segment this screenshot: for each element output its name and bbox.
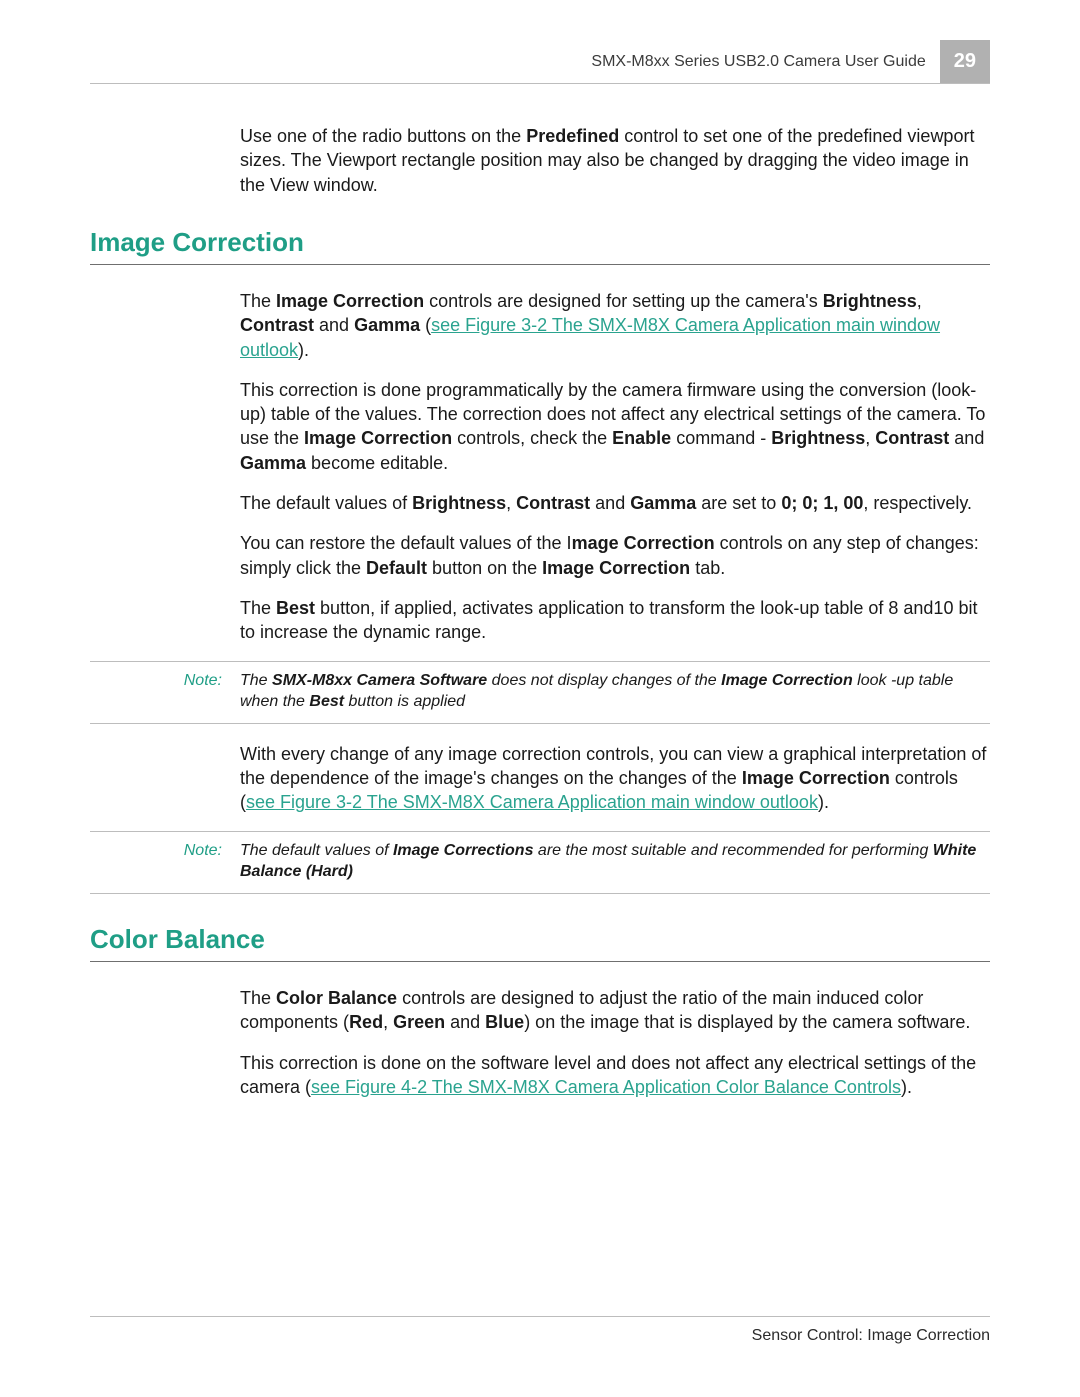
text-bold: Contrast <box>516 493 590 513</box>
text: and <box>590 493 630 513</box>
text: ). <box>298 340 309 360</box>
footer-rule <box>90 1316 990 1317</box>
page-header: SMX-M8xx Series USB2.0 Camera User Guide… <box>90 40 990 84</box>
text-bold: Gamma <box>354 315 420 335</box>
paragraph: You can restore the default values of th… <box>240 531 990 580</box>
paragraph: This correction is done programmatically… <box>240 378 990 475</box>
paragraph: This correction is done on the software … <box>240 1051 990 1100</box>
page-number-box: 29 <box>940 40 990 83</box>
text: , <box>865 428 875 448</box>
text-bold: Image Correction <box>276 291 424 311</box>
section2-body: The Color Balance controls are designed … <box>240 986 990 1099</box>
text: The <box>240 598 276 618</box>
text-bold: Predefined <box>526 126 619 146</box>
text: button on the <box>427 558 542 578</box>
section-rule <box>90 264 990 265</box>
section1-body-2: With every change of any image correctio… <box>240 742 990 815</box>
text: button is applied <box>344 693 465 710</box>
note-label: Note: <box>90 670 240 713</box>
page: SMX-M8xx Series USB2.0 Camera User Guide… <box>0 0 1080 1397</box>
text: The <box>240 291 276 311</box>
intro-paragraph: Use one of the radio buttons on the Pred… <box>240 124 990 197</box>
paragraph: The Best button, if applied, activates a… <box>240 596 990 645</box>
text: ). <box>901 1077 912 1097</box>
note-body: The SMX-M8xx Camera Software does not di… <box>240 670 990 713</box>
text: The default values of <box>240 842 393 859</box>
text-bold: Blue <box>485 1012 524 1032</box>
paragraph: The default values of Brightness, Contra… <box>240 491 990 515</box>
text: The default values of <box>240 493 412 513</box>
text: , <box>917 291 922 311</box>
text-bold: SMX-M8xx Camera Software <box>272 672 487 689</box>
text: ( <box>420 315 431 335</box>
text-bold: Color Balance <box>276 988 397 1008</box>
footer-text: Sensor Control: Image Correction <box>752 1325 990 1347</box>
paragraph: The Color Balance controls are designed … <box>240 986 990 1035</box>
text: Use one of the radio buttons on the <box>240 126 526 146</box>
note-row: Note: The SMX-M8xx Camera Software does … <box>90 661 990 724</box>
text-bold: Image Correction <box>742 768 890 788</box>
text-bold: Brightness <box>823 291 917 311</box>
text: The <box>240 988 276 1008</box>
figure-link[interactable]: see Figure 4-2 The SMX-M8X Camera Applic… <box>311 1077 901 1097</box>
text: and <box>949 428 984 448</box>
text: ) on the image that is displayed by the … <box>524 1012 970 1032</box>
text: , <box>506 493 516 513</box>
text-bold: Gamma <box>630 493 696 513</box>
text-bold: mage Correction <box>572 533 715 553</box>
text-bold: Brightness <box>771 428 865 448</box>
text: are the most suitable and recommended fo… <box>533 842 932 859</box>
text-bold: Image Correction <box>304 428 452 448</box>
text: , respectively. <box>863 493 972 513</box>
doc-title: SMX-M8xx Series USB2.0 Camera User Guide <box>591 41 939 83</box>
text: and <box>445 1012 485 1032</box>
text-bold: 0; 0; 1, 00 <box>781 493 863 513</box>
text: does not display changes of the <box>487 672 721 689</box>
text: ). <box>818 792 829 812</box>
text: are set to <box>696 493 781 513</box>
section-heading-image-correction: Image Correction <box>90 225 990 260</box>
text: controls are designed for setting up the… <box>424 291 823 311</box>
text: tab. <box>690 558 725 578</box>
text-bold: Best <box>276 598 315 618</box>
text-bold: Image Corrections <box>393 842 533 859</box>
text-bold: Best <box>309 693 344 710</box>
note-row: Note: The default values of Image Correc… <box>90 831 990 894</box>
text: controls, check the <box>452 428 612 448</box>
text-bold: Image Correction <box>721 672 853 689</box>
text-bold: Image Correction <box>542 558 690 578</box>
text-bold: Enable <box>612 428 671 448</box>
note-label: Note: <box>90 840 240 883</box>
text-bold: Contrast <box>240 315 314 335</box>
text: command - <box>671 428 771 448</box>
text: The <box>240 672 272 689</box>
text: and <box>314 315 354 335</box>
text-bold: Red <box>349 1012 383 1032</box>
text: become editable. <box>306 453 448 473</box>
text-bold: Contrast <box>875 428 949 448</box>
text-bold: Green <box>393 1012 445 1032</box>
section-heading-color-balance: Color Balance <box>90 922 990 957</box>
section1-body: The Image Correction controls are design… <box>240 289 990 645</box>
section-rule <box>90 961 990 962</box>
figure-link[interactable]: see Figure 3-2 The SMX-M8X Camera Applic… <box>246 792 818 812</box>
text-bold: Brightness <box>412 493 506 513</box>
text: , <box>383 1012 393 1032</box>
intro-block: Use one of the radio buttons on the Pred… <box>240 124 990 197</box>
paragraph: The Image Correction controls are design… <box>240 289 990 362</box>
text: You can restore the default values of th… <box>240 533 572 553</box>
note-body: The default values of Image Corrections … <box>240 840 990 883</box>
text-bold: Default <box>366 558 427 578</box>
text-bold: Gamma <box>240 453 306 473</box>
text: button, if applied, activates applicatio… <box>240 598 977 642</box>
paragraph: With every change of any image correctio… <box>240 742 990 815</box>
